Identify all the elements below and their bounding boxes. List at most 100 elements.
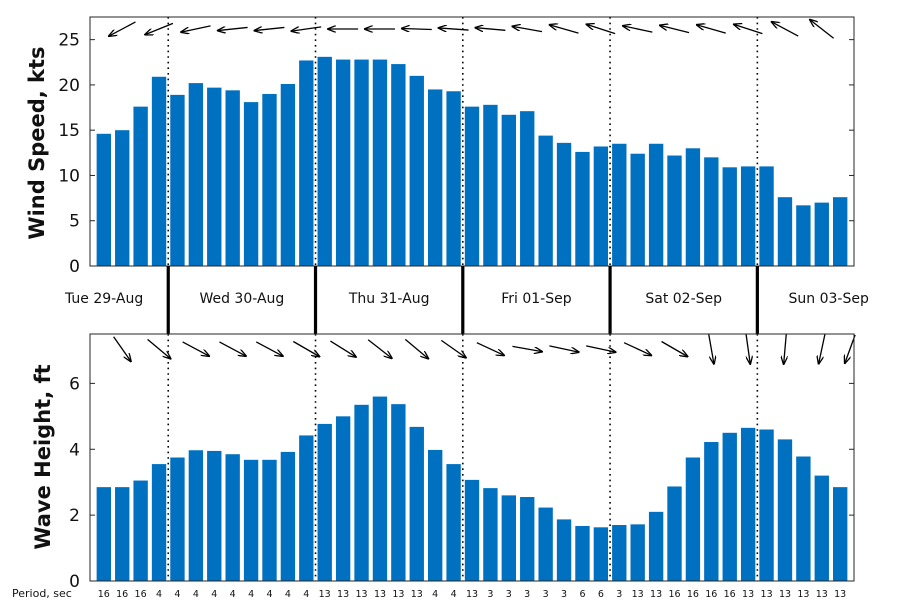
y-tick-label: 20: [58, 76, 80, 96]
bar: [335, 416, 351, 581]
bar: [317, 56, 332, 267]
bar: [704, 442, 719, 581]
day-label: Sat 02-Sep: [645, 291, 722, 307]
bar: [759, 166, 774, 266]
direction-arrow: [181, 25, 211, 32]
period-value: 13: [742, 589, 754, 600]
bar: [446, 464, 461, 581]
period-value: 16: [135, 589, 147, 600]
bar: [740, 166, 756, 266]
direction-arrow: [660, 25, 690, 34]
y-tick-label: 0: [69, 257, 80, 277]
period-value: 3: [487, 589, 493, 600]
bar: [612, 525, 627, 581]
period-value: 4: [451, 589, 457, 600]
bar: [354, 404, 369, 581]
bar: [722, 432, 737, 581]
bar: [612, 143, 627, 266]
direction-arrow: [109, 21, 136, 36]
direction-arrow: [784, 334, 787, 364]
period-value: 13: [337, 589, 349, 600]
period-value: 6: [579, 589, 585, 600]
bar: [372, 396, 388, 581]
bar: [409, 426, 424, 581]
period-value: 16: [668, 589, 680, 600]
bar: [262, 459, 277, 581]
bar: [335, 59, 351, 267]
bar: [372, 59, 388, 267]
y-tick-label: 25: [58, 31, 80, 51]
period-value: 4: [230, 589, 236, 600]
y-tick-label: 2: [69, 506, 80, 526]
bar: [151, 76, 167, 266]
period-value: 16: [705, 589, 717, 600]
y-tick-label: 10: [58, 166, 80, 186]
bar: [354, 59, 369, 267]
period-value: 13: [355, 589, 367, 600]
bar: [501, 114, 516, 266]
bar: [814, 475, 829, 581]
bar: [556, 142, 572, 266]
bar: [170, 457, 185, 581]
bar: [243, 102, 259, 266]
period-value: 13: [392, 589, 404, 600]
period-value: 4: [303, 589, 309, 600]
period-value: 16: [724, 589, 736, 600]
direction-arrow: [402, 28, 432, 29]
bar: [188, 83, 204, 266]
period-row: 16 16 16 4 4 4 4 4 4 4 4 4 13 13 13 13 13 13 4 4 13 3 3 3 3 3 6 6 3 1…: [98, 589, 846, 600]
wave-day-dividers: [167, 334, 759, 581]
y-tick-label: 6: [69, 374, 80, 394]
direction-arrow: [219, 341, 245, 356]
bar: [667, 486, 682, 581]
wave-height-panel: Wave Height, ft 0 2 4 6: [31, 333, 856, 592]
direction-arrow: [439, 28, 469, 30]
day-band: Tue 29-Aug Wed 30-Aug Thu 31-Aug Fri 01-Sep…: [64, 266, 869, 334]
bar: [96, 133, 111, 266]
period-value: 4: [266, 589, 272, 600]
bar: [391, 64, 406, 266]
bar: [501, 495, 516, 581]
bar: [299, 60, 314, 267]
bar: [704, 157, 719, 266]
bar: [243, 459, 259, 581]
direction-arrow: [512, 26, 543, 33]
period-value: 13: [319, 589, 331, 600]
wind-y-axis-label: Wind Speed, kts: [25, 46, 49, 239]
bar: [685, 457, 701, 581]
direction-arrow: [587, 24, 616, 35]
bar: [115, 130, 130, 266]
day-label: Wed 30-Aug: [199, 291, 284, 307]
direction-arrow: [772, 22, 799, 37]
direction-arrow: [145, 22, 174, 34]
bar: [464, 479, 480, 581]
bar: [556, 519, 572, 581]
bar: [207, 87, 222, 266]
direction-arrow: [661, 340, 688, 357]
direction-arrow: [255, 341, 282, 356]
bar: [740, 427, 756, 581]
wind-direction-arrows: [109, 20, 835, 39]
bar: [483, 104, 498, 266]
direction-arrow: [819, 334, 826, 363]
direction-arrow: [475, 28, 506, 31]
bar: [446, 91, 461, 266]
direction-arrow: [623, 26, 653, 33]
bar: [317, 423, 332, 581]
direction-arrow: [218, 27, 248, 30]
day-label: Fri 01-Sep: [501, 291, 571, 307]
period-value: 3: [543, 589, 549, 600]
bar: [593, 527, 609, 581]
y-tick-label: 15: [58, 121, 80, 141]
direction-arrow: [549, 345, 578, 352]
direction-arrow: [440, 339, 466, 357]
period-value: 6: [598, 589, 604, 600]
bar: [391, 404, 406, 581]
direction-arrow: [476, 342, 504, 356]
period-row-title: Period, sec: [12, 587, 72, 600]
wave-plot-frame: [89, 333, 855, 582]
direction-arrow: [734, 24, 763, 35]
bar: [833, 197, 848, 266]
direction-arrow: [367, 339, 392, 358]
